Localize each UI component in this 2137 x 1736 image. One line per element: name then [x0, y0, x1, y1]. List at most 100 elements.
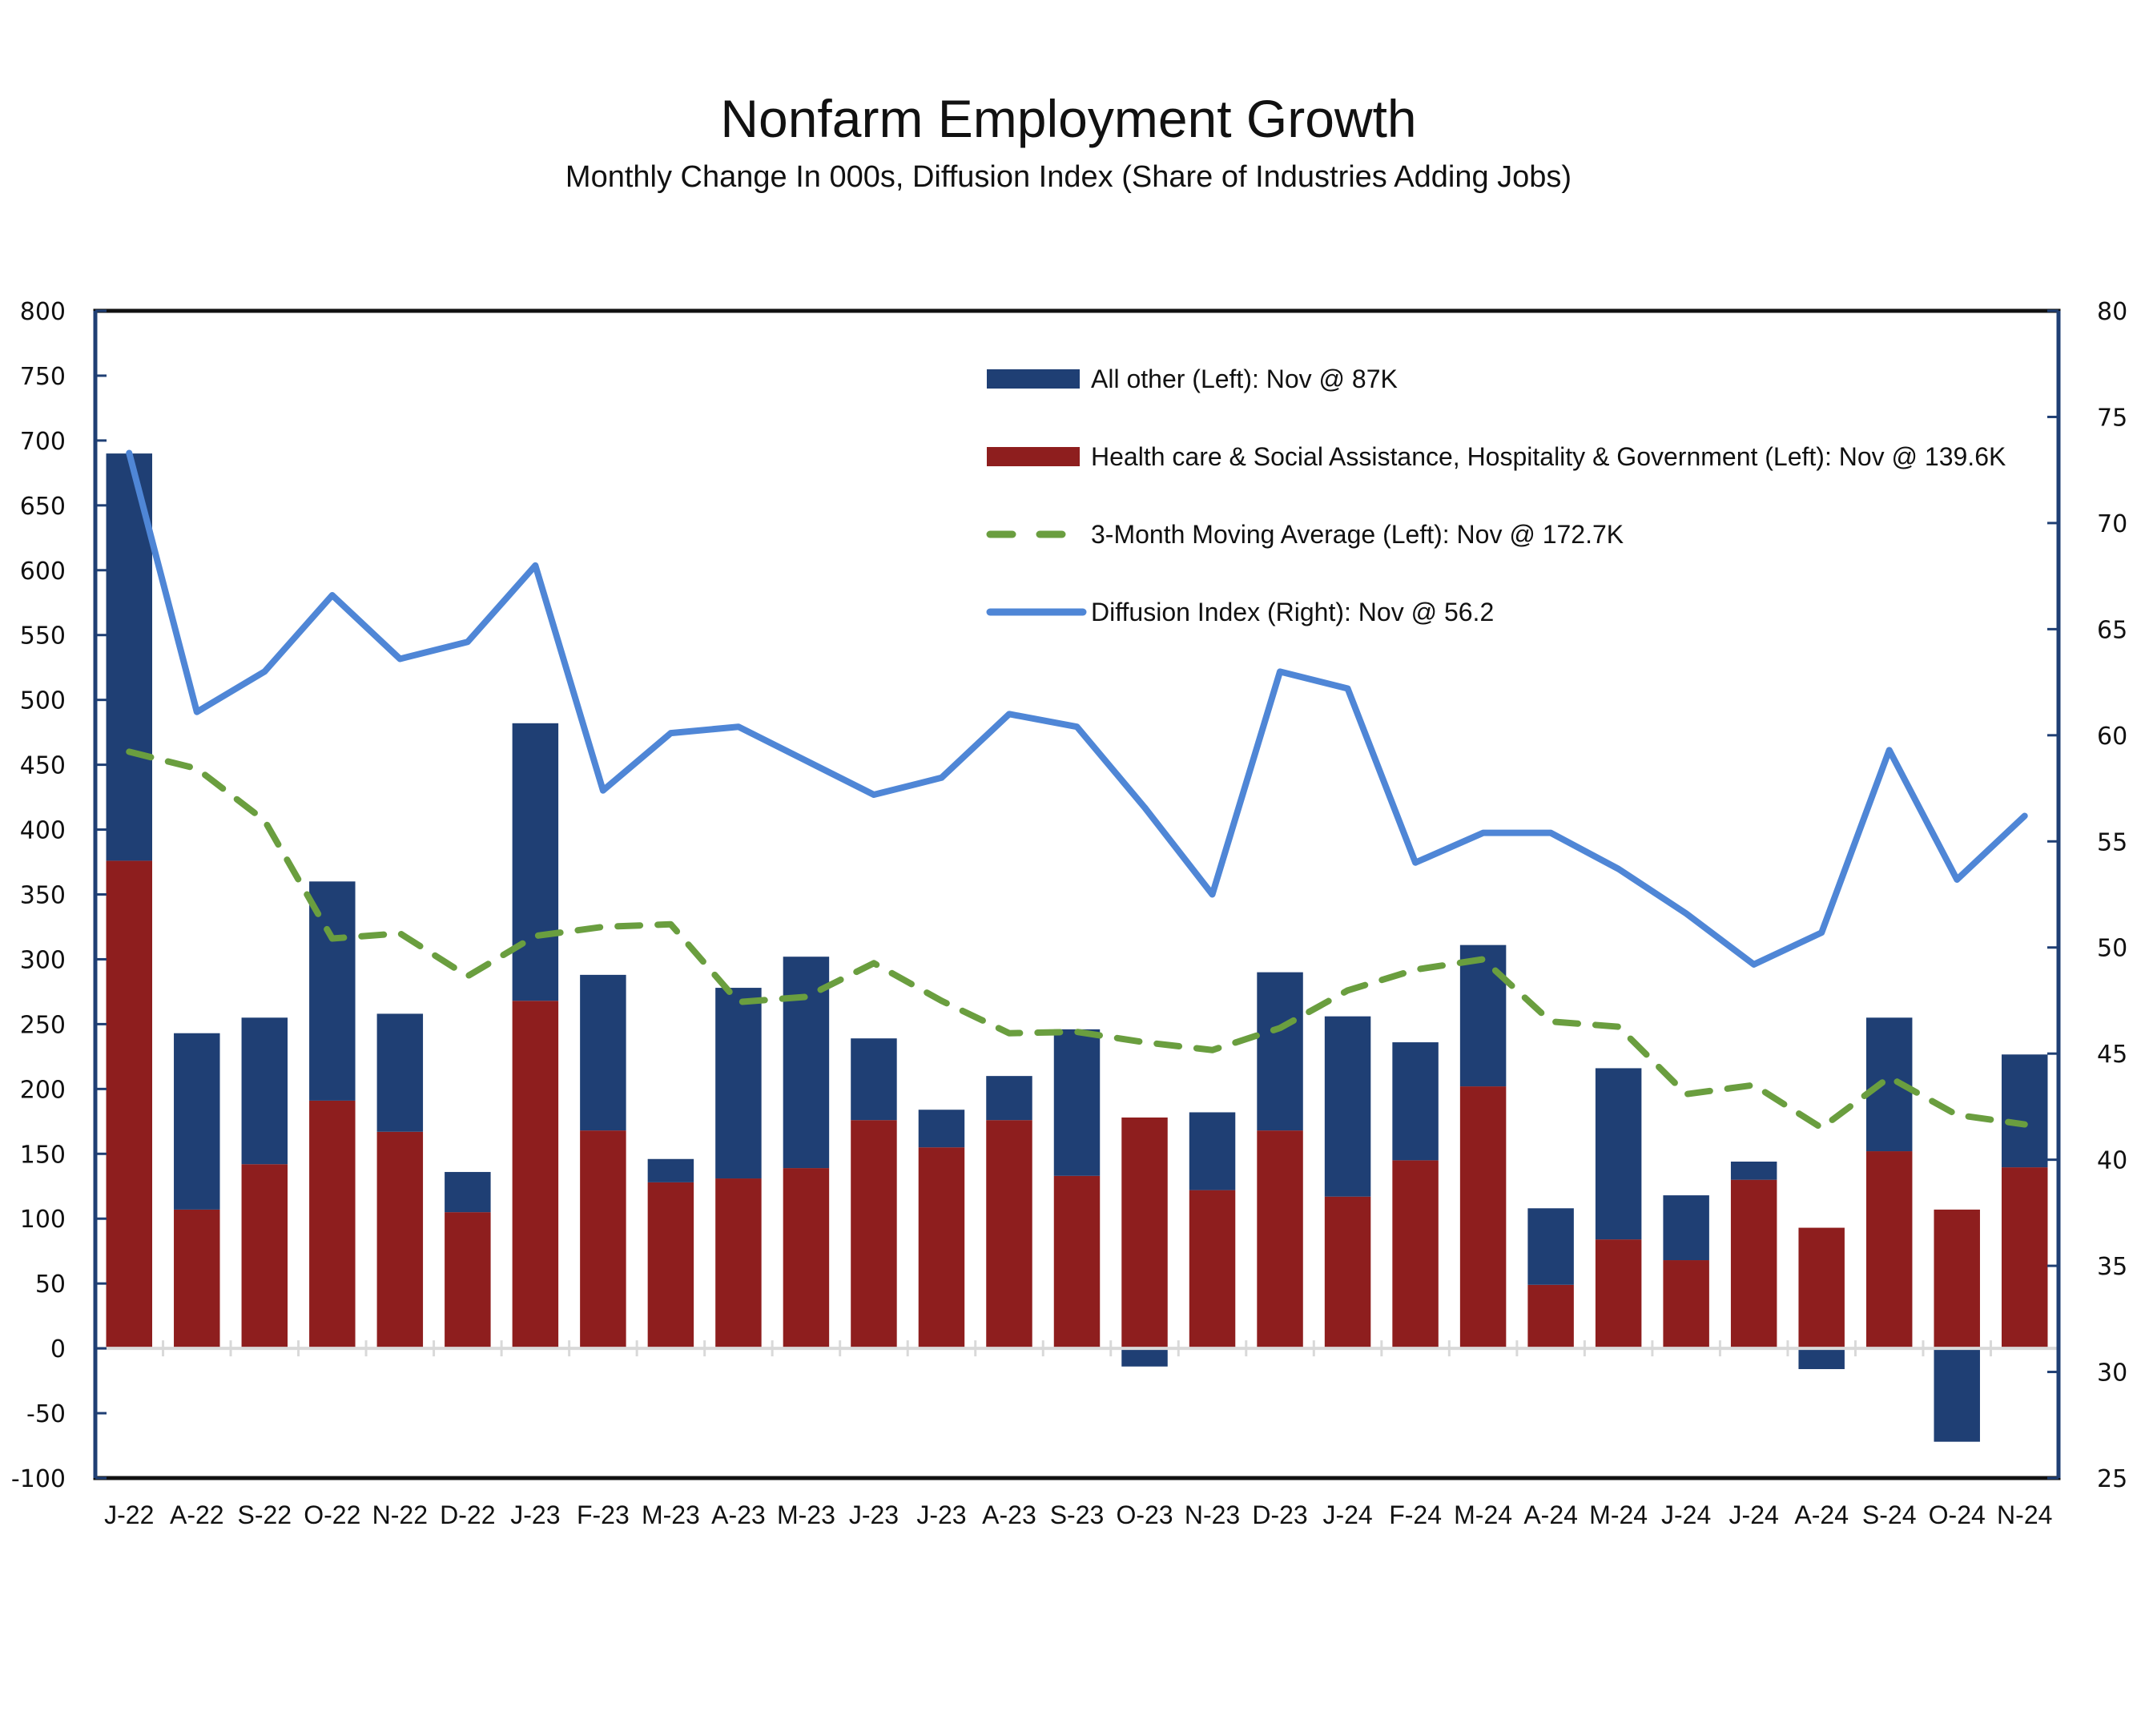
axes-layer: 8007507006506005505004504003503002502001… — [11, 298, 2127, 1529]
bar-all-other — [376, 1013, 424, 1132]
x-tick-label: A-24 — [1523, 1500, 1578, 1529]
bar-all-other — [1730, 1161, 1777, 1180]
y-right-tick-label: 65 — [2097, 616, 2127, 644]
bar-health-gov — [241, 1164, 288, 1349]
bar-all-other — [1121, 1348, 1168, 1367]
bar-all-other — [2002, 1054, 2048, 1168]
y-left-tick-label: 150 — [20, 1141, 66, 1169]
bar-health-gov — [918, 1147, 965, 1349]
y-right-tick-label: 35 — [2097, 1253, 2127, 1281]
y-left-tick-label: 650 — [20, 493, 66, 521]
bar-all-other — [1392, 1042, 1439, 1161]
bar-health-gov — [512, 1001, 559, 1349]
x-tick-label: J-23 — [849, 1500, 899, 1529]
x-tick-label: M-23 — [777, 1500, 835, 1529]
y-right-tick-label: 80 — [2097, 298, 2127, 326]
bar-all-other — [851, 1038, 897, 1121]
bars-layer — [106, 453, 2048, 1442]
bar-health-gov — [1730, 1179, 1777, 1349]
y-left-tick-label: 450 — [20, 752, 66, 780]
bar-all-other — [918, 1110, 965, 1148]
y-left-tick-label: 550 — [20, 622, 66, 650]
bar-health-gov — [1189, 1190, 1236, 1349]
bar-health-gov — [376, 1131, 424, 1349]
x-tick-label: M-23 — [642, 1500, 700, 1529]
bar-health-gov — [309, 1100, 356, 1349]
bar-health-gov — [715, 1178, 762, 1349]
y-right-tick-label: 75 — [2097, 404, 2127, 432]
bar-all-other — [1189, 1112, 1236, 1190]
bar-health-gov — [1527, 1284, 1574, 1349]
x-tick-label: J-24 — [1729, 1500, 1779, 1529]
y-left-tick-label: 500 — [20, 687, 66, 715]
legend-item-diffusion-index: Diffusion Index (Right): Nov @ 56.2 — [986, 598, 1494, 626]
bar-all-other — [1527, 1208, 1574, 1285]
y-left-tick-label: 50 — [35, 1271, 66, 1299]
x-tick-label: S-24 — [1862, 1500, 1917, 1529]
x-tick-label: S-23 — [1050, 1500, 1105, 1529]
x-tick-label: O-22 — [304, 1500, 360, 1529]
y-right-tick-label: 40 — [2097, 1147, 2127, 1175]
x-tick-label: F-23 — [577, 1500, 630, 1529]
x-tick-label: J-23 — [510, 1500, 560, 1529]
y-left-tick-label: 250 — [20, 1011, 66, 1039]
bar-all-other — [580, 974, 626, 1131]
bar-health-gov — [2002, 1167, 2048, 1349]
y-right-tick-label: 70 — [2097, 510, 2127, 538]
y-left-tick-label: 350 — [20, 882, 66, 910]
legend: All other (Left): Nov @ 87K Health care &… — [986, 365, 2006, 626]
y-right-tick-label: 30 — [2097, 1359, 2127, 1388]
bar-all-other — [174, 1033, 220, 1210]
y-left-tick-label: 0 — [50, 1335, 66, 1363]
bar-all-other — [1257, 972, 1303, 1131]
x-tick-label: J-24 — [1661, 1500, 1711, 1529]
y-left-tick-label: 300 — [20, 946, 66, 974]
bar-all-other — [309, 881, 356, 1101]
bar-health-gov — [174, 1209, 220, 1349]
bar-health-gov — [106, 860, 152, 1349]
bar-health-gov — [1459, 1086, 1507, 1349]
x-tick-label: M-24 — [1589, 1500, 1648, 1529]
x-tick-label: S-22 — [237, 1500, 292, 1529]
bar-all-other — [715, 988, 762, 1179]
bar-health-gov — [1595, 1239, 1642, 1349]
y-right-tick-label: 45 — [2097, 1041, 2127, 1069]
bar-all-other — [647, 1158, 694, 1182]
y-left-tick-label: 100 — [20, 1206, 66, 1234]
y-left-tick-label: -50 — [26, 1400, 66, 1428]
bar-all-other — [1324, 1016, 1371, 1197]
bar-health-gov — [1392, 1160, 1439, 1349]
bar-health-gov — [580, 1130, 626, 1349]
x-tick-label: M-24 — [1454, 1500, 1512, 1529]
bar-all-other — [1595, 1068, 1642, 1240]
x-tick-label: A-22 — [170, 1500, 224, 1529]
x-tick-label: O-24 — [1929, 1500, 1986, 1529]
y-left-tick-label: 700 — [20, 428, 66, 456]
y-right-tick-label: 60 — [2097, 723, 2127, 751]
x-tick-label: D-23 — [1252, 1500, 1307, 1529]
x-tick-label: A-23 — [982, 1500, 1036, 1529]
x-tick-label: F-24 — [1389, 1500, 1442, 1529]
x-tick-label: D-22 — [440, 1500, 495, 1529]
lines-layer — [126, 449, 2028, 1131]
x-tick-label: N-23 — [1185, 1500, 1240, 1529]
legend-label: 3-Month Moving Average (Left): Nov @ 172… — [1091, 520, 1624, 549]
y-left-tick-label: 400 — [20, 817, 66, 845]
y-left-tick-label: 750 — [20, 363, 66, 391]
bar-health-gov — [445, 1212, 491, 1349]
y-left-tick-label: 200 — [20, 1076, 66, 1104]
x-tick-label: N-24 — [1997, 1500, 2052, 1529]
bar-health-gov — [1121, 1117, 1168, 1349]
bar-all-other — [445, 1171, 491, 1213]
y-left-tick-label: -100 — [11, 1465, 66, 1493]
bar-health-gov — [1324, 1196, 1371, 1349]
bar-health-gov — [1934, 1209, 1980, 1349]
bar-all-other — [241, 1017, 288, 1165]
bar-all-other — [986, 1076, 1032, 1121]
bar-all-other — [1798, 1348, 1845, 1370]
bar-all-other — [1053, 1029, 1101, 1176]
legend-label: Diffusion Index (Right): Nov @ 56.2 — [1091, 598, 1494, 626]
legend-item-all-other: All other (Left): Nov @ 87K — [987, 365, 1398, 393]
bar-health-gov — [783, 1168, 830, 1349]
